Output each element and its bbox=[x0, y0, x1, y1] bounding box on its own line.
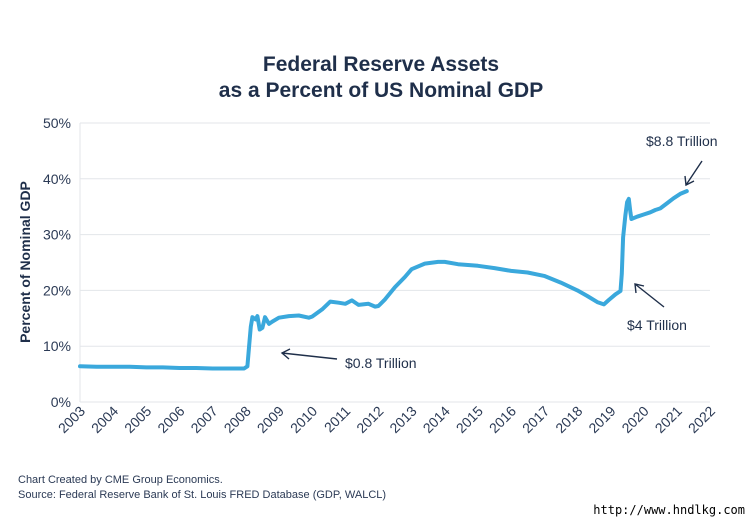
x-tick-label: 2019 bbox=[585, 403, 618, 436]
x-tick-label: 2013 bbox=[386, 403, 419, 436]
x-tick-label: 2007 bbox=[187, 403, 220, 436]
arrowhead-icon bbox=[634, 283, 645, 294]
x-tick-label: 2011 bbox=[321, 403, 354, 436]
annotation-arrow bbox=[685, 160, 703, 186]
annotation-arrow bbox=[634, 283, 665, 308]
x-tick-label: 2009 bbox=[254, 403, 287, 436]
y-axis-label: Percent of Nominal GDP bbox=[17, 181, 33, 343]
y-tick-label: 20% bbox=[43, 282, 71, 298]
x-tick-label: 2012 bbox=[353, 403, 386, 436]
annotation-label: $4 Trillion bbox=[627, 317, 687, 333]
chart-title-line-1: Federal Reserve Assets bbox=[263, 53, 499, 76]
arrowhead-icon bbox=[280, 348, 291, 360]
grid bbox=[79, 122, 710, 403]
x-tick-label: 2022 bbox=[685, 403, 718, 436]
x-tick-label: 2005 bbox=[121, 403, 154, 436]
arrowhead-icon bbox=[684, 175, 695, 187]
x-tick-label: 2021 bbox=[652, 403, 685, 436]
footer-source: Source: Federal Reserve Bank of St. Loui… bbox=[18, 489, 386, 501]
x-tick-label: 2016 bbox=[486, 403, 519, 436]
annotation-label: $0.8 Trillion bbox=[345, 355, 417, 371]
y-tick-label: 50% bbox=[43, 115, 71, 131]
x-tick-label: 2017 bbox=[519, 403, 552, 436]
y-axis-ticks: 0% 10% 20% 30% 40% 50% bbox=[43, 115, 71, 410]
annotation-8-8-trillion: $8.8 Trillion bbox=[646, 133, 718, 187]
annotation-arrow bbox=[281, 352, 338, 360]
x-tick-label: 2006 bbox=[154, 403, 187, 436]
footer-credit: Chart Created by CME Group Economics. bbox=[18, 474, 223, 486]
y-tick-label: 30% bbox=[43, 227, 71, 243]
chart-title-line-2: as a Percent of US Nominal GDP bbox=[219, 79, 543, 102]
watermark-url: http://www.hndlkg.com bbox=[593, 503, 745, 517]
x-tick-label: 2008 bbox=[221, 403, 254, 436]
annotation-4-trillion: $4 Trillion bbox=[627, 283, 687, 333]
annotation-label: $8.8 Trillion bbox=[646, 133, 718, 149]
y-tick-label: 10% bbox=[43, 338, 71, 354]
x-tick-label: 2020 bbox=[618, 403, 651, 436]
x-tick-label: 2004 bbox=[88, 403, 121, 436]
x-tick-label: 2015 bbox=[453, 403, 486, 436]
series-line bbox=[78, 189, 689, 371]
x-tick-label: 2010 bbox=[287, 403, 320, 436]
x-tick-label: 2018 bbox=[552, 403, 585, 436]
y-tick-label: 0% bbox=[51, 394, 71, 410]
y-tick-label: 40% bbox=[43, 171, 71, 187]
x-axis-ticks: 2003 2004 2005 2006 2007 2008 2009 2010 2011 2012… bbox=[55, 403, 718, 436]
x-tick-label: 2014 bbox=[420, 403, 453, 436]
annotation-0-8-trillion: $0.8 Trillion bbox=[280, 348, 417, 371]
